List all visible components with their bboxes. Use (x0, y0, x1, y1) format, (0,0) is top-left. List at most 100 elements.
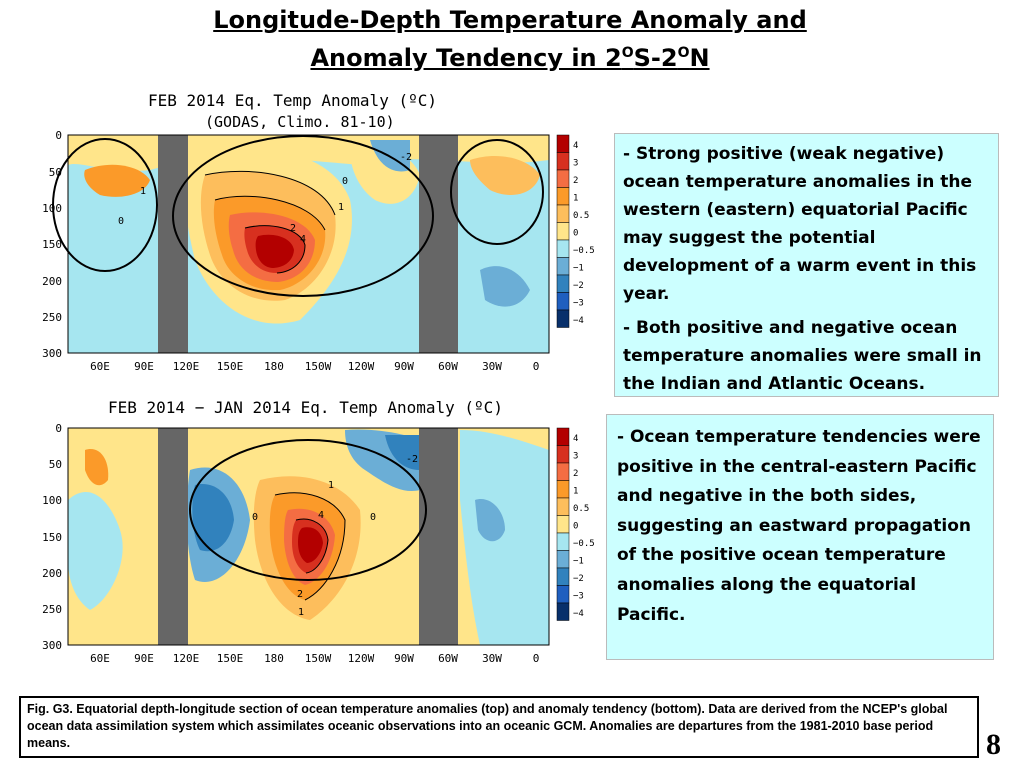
bottom-xtick: 180 (264, 652, 284, 665)
degree-sup-1: O (621, 45, 634, 61)
colorbar-swatch (556, 257, 570, 276)
colorbar-swatch (556, 222, 570, 241)
colorbar-label: 0 (573, 522, 578, 532)
bottom-panel: FEB 2014 − JAN 2014 Eq. Temp Anomaly (ºC… (42, 398, 595, 665)
textbox-anomaly-text2: Both positive and negative ocean tempera… (623, 318, 982, 394)
bottom-ytick: 300 (42, 639, 62, 652)
bottom-pacific-pos-4 (298, 527, 323, 563)
textbox-tendency: - Ocean temperature tendencies were posi… (606, 414, 994, 660)
bottom-xtick: 60W (438, 652, 458, 665)
top-label-0b: 0 (118, 216, 124, 227)
top-xtick: 180 (264, 360, 284, 373)
colorbar-swatch (556, 309, 570, 328)
top-xtick: 0 (533, 360, 540, 373)
bottom-land-maritime (158, 428, 188, 645)
bottom-frame (67, 427, 550, 646)
top-contour-3 (244, 225, 306, 274)
bottom-chart-title: FEB 2014 − JAN 2014 Eq. Temp Anomaly (ºC… (108, 398, 503, 417)
top-indian-pos (84, 164, 150, 197)
top-label-1b: 1 (140, 186, 146, 197)
colorbar-label: −4 (573, 316, 584, 326)
top-x-axis: 60E 90E 120E 150E 180 150W 120W 90W 60W … (90, 360, 539, 373)
top-chart-title: FEB 2014 Eq. Temp Anomaly (ºC) (148, 91, 437, 110)
figure-panels: FEB 2014 Eq. Temp Anomaly (ºC) (GODAS, C… (42, 91, 595, 665)
top-ytick: 150 (42, 238, 62, 251)
colorbar-swatch (556, 204, 570, 223)
colorbar-label: −0.5 (573, 539, 595, 549)
colorbar-label: −3 (573, 299, 584, 309)
colorbar-swatch (556, 515, 570, 534)
bottom-xtick: 150E (217, 652, 244, 665)
textbox-tendency-text1: Ocean temperature tendencies were positi… (617, 427, 981, 625)
colorbar-label: 4 (573, 434, 578, 444)
top-xtick: 90W (394, 360, 414, 373)
title-line-2c: N (689, 44, 710, 72)
top-colorbar: 4 3 2 1 0.5 0 −0.5 −1 −2 −3 −4 (556, 134, 595, 328)
bottom-xtick: 150W (305, 652, 332, 665)
colorbar-label: −2 (573, 574, 584, 584)
top-atlantic-neg (480, 266, 530, 307)
top-label-0: 0 (342, 176, 348, 187)
colorbar-swatch (556, 602, 570, 621)
colorbar-label: 0 (573, 229, 578, 239)
top-xtick: 60E (90, 360, 110, 373)
colorbar-swatch (556, 480, 570, 499)
top-label-1: 1 (338, 202, 344, 213)
top-label-2: 2 (290, 223, 296, 234)
colorbar-label: 4 (573, 141, 578, 151)
colorbar-swatch (556, 134, 570, 153)
colorbar-swatch (556, 550, 570, 569)
colorbar-label: −3 (573, 592, 584, 602)
bottom-colorbar: 4 3 2 1 0.5 0 −0.5 −1 −2 −3 −4 (556, 427, 595, 621)
bottom-label-2: 2 (297, 589, 303, 600)
top-label-neg2: -2 (400, 152, 412, 163)
colorbar-swatch (556, 187, 570, 206)
bottom-xtick: 90W (394, 652, 414, 665)
top-xtick: 120E (173, 360, 200, 373)
top-xtick: 30W (482, 360, 502, 373)
textbox-anomaly-p2: - Both positive and negative ocean tempe… (623, 314, 990, 398)
colorbar-swatch (556, 585, 570, 604)
top-ytick: 250 (42, 311, 62, 324)
colorbar-label: −1 (573, 264, 584, 274)
colorbar-swatch (556, 152, 570, 171)
colorbar-swatch (556, 239, 570, 258)
top-chart-subtitle: (GODAS, Climo. 81-10) (205, 113, 395, 131)
colorbar-label: 0.5 (573, 211, 589, 221)
textbox-anomaly: - Strong positive (weak negative) ocean … (614, 133, 999, 397)
bottom-ytick: 100 (42, 494, 62, 507)
bottom-xtick: 30W (482, 652, 502, 665)
bottom-label-0b: 0 (370, 512, 376, 523)
bottom-xtick: 120E (173, 652, 200, 665)
bottom-ytick: 50 (49, 458, 62, 471)
colorbar-label: 2 (573, 176, 578, 186)
bottom-ytick: 250 (42, 603, 62, 616)
colorbar-label: 3 (573, 159, 578, 169)
title-line-1: Longitude-Depth Temperature Anomaly and (213, 6, 807, 34)
colorbar-swatch (556, 532, 570, 551)
top-panel: FEB 2014 Eq. Temp Anomaly (ºC) (GODAS, C… (42, 91, 595, 373)
top-pacific-pos-4 (255, 234, 294, 268)
bottom-x-axis: 60E 90E 120E 150E 180 150W 120W 90W 60W … (90, 652, 539, 665)
colorbar-swatch (556, 169, 570, 188)
top-circle-pacific (172, 135, 434, 297)
bottom-label-4: 4 (318, 510, 324, 521)
colorbar-label: −4 (573, 609, 584, 619)
title-line-2a: Anomaly Tendency in 2 (310, 44, 622, 72)
bottom-indian-pos (85, 449, 109, 486)
bottom-atlantic-neg2 (475, 499, 505, 542)
bullet-dash: - (623, 144, 636, 164)
bottom-y-axis: 0 50 100 150 200 250 300 (42, 422, 62, 652)
colorbar-label: 1 (573, 487, 578, 497)
bottom-xtick: 60E (90, 652, 110, 665)
bottom-ytick: 200 (42, 567, 62, 580)
slide-title: Longitude-Depth Temperature Anomaly and … (100, 4, 920, 75)
bottom-east-neg2 (385, 435, 419, 470)
colorbar-label: −2 (573, 281, 584, 291)
degree-sup-2: O (677, 45, 690, 61)
textbox-anomaly-p1: - Strong positive (weak negative) ocean … (623, 140, 990, 308)
bottom-label-0: 0 (252, 512, 258, 523)
bullet-dash: - (617, 427, 630, 447)
colorbar-swatch (556, 462, 570, 481)
bottom-west-neg2 (192, 484, 234, 552)
